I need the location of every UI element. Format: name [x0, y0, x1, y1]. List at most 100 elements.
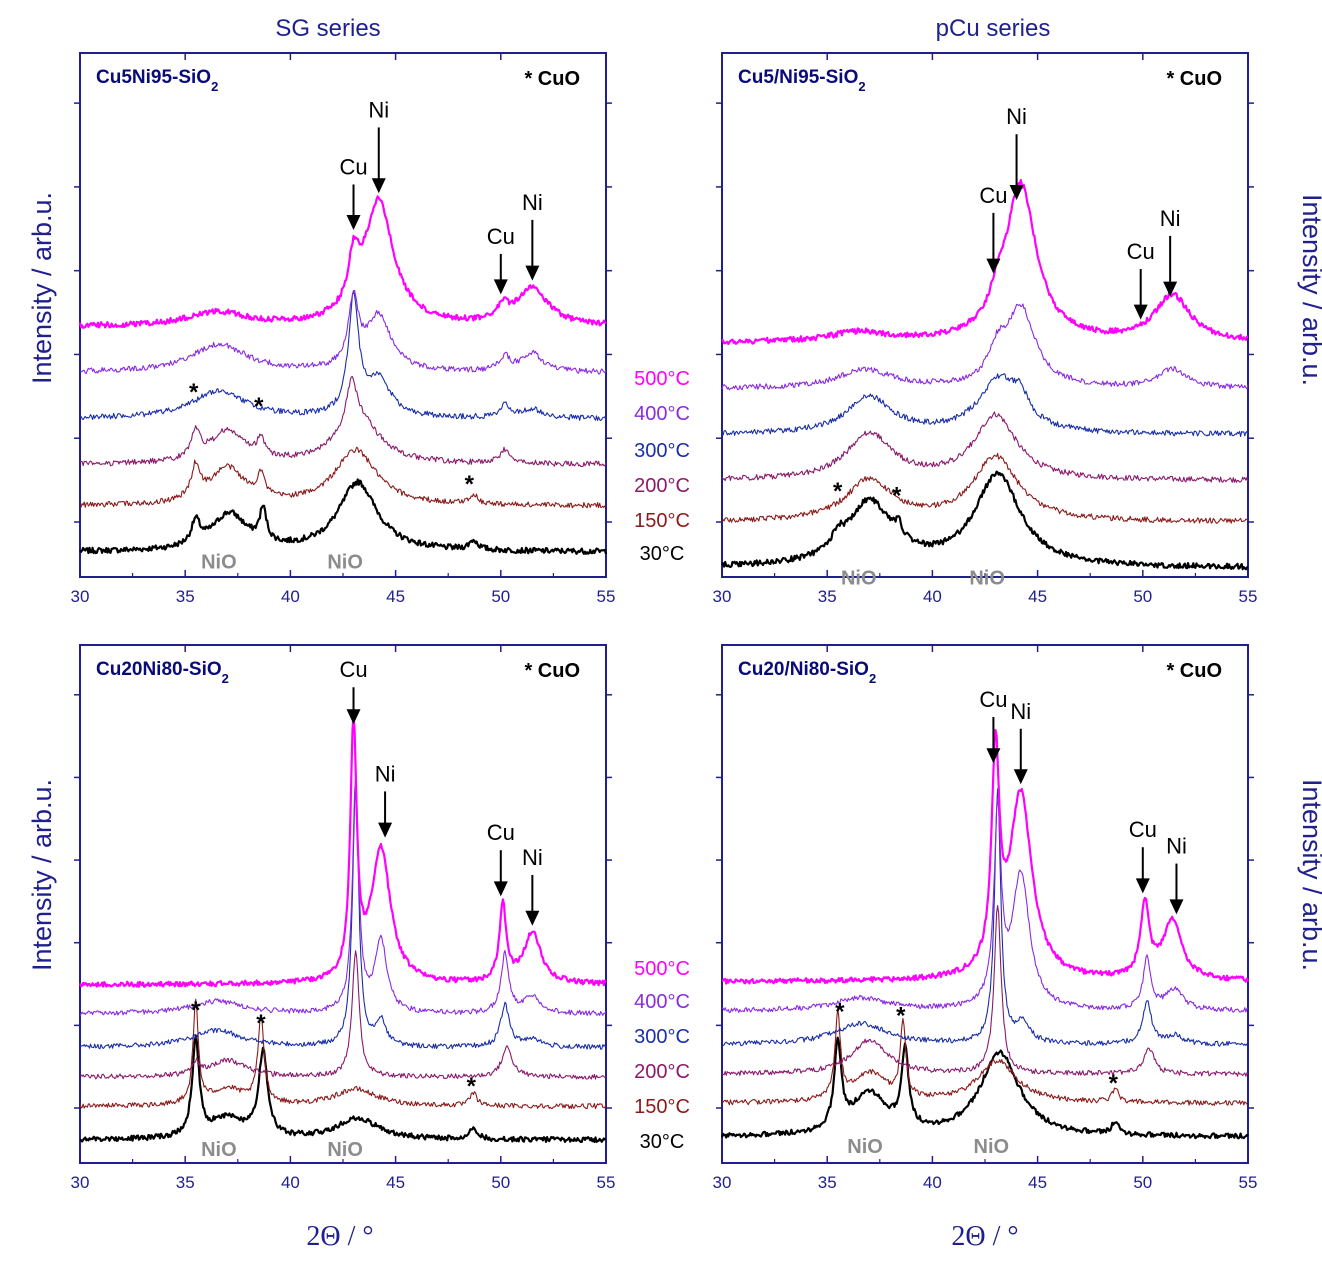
nio-phase-label: NiO [327, 552, 363, 574]
xrd-pattern-150c [721, 452, 1249, 524]
xrd-pattern-150c [79, 446, 607, 509]
x-tick-label: 30 [71, 1173, 90, 1192]
cuo-star-marker: * [465, 471, 475, 498]
nio-phase-label: NiO [974, 1136, 1010, 1158]
temperature-legend-top: 500°C 400°C 300°C 200°C 150°C 30°C [634, 368, 690, 565]
plot-frame [79, 644, 607, 1164]
right-column-title: pCu series [936, 15, 1051, 42]
cuo-star-marker: * [892, 483, 902, 510]
xrd-pattern-30c [79, 478, 608, 555]
cuo-legend-note: * CuO [524, 68, 580, 90]
peak-label-cu: Cu [339, 657, 367, 682]
cuo-star-marker: * [896, 1003, 906, 1030]
peak-label-ni: Ni [522, 190, 543, 215]
cuo-star-marker: * [189, 379, 199, 406]
nio-phase-label: NiO [201, 552, 237, 574]
xrd-pattern-200c [721, 905, 1249, 1077]
nio-phase-label: NiO [201, 1139, 237, 1161]
x-tick-label: 35 [176, 587, 195, 606]
nio-phase-label: NiO [841, 568, 877, 590]
x-tick-label: 35 [818, 587, 837, 606]
xrd-pattern-300c [79, 784, 607, 1050]
cuo-legend-note: * CuO [524, 660, 580, 682]
peak-arrow-head [1133, 304, 1148, 320]
y-axis-label-bottom-right: Intensity / arb.u. [1297, 779, 1322, 971]
peak-label-cu: Cu [487, 820, 515, 845]
x-tick-label: 40 [281, 587, 300, 606]
cuo-legend-note: * CuO [1166, 660, 1222, 682]
xrd-pattern-150c [79, 998, 607, 1110]
panel-title-main: Cu20Ni80-SiO [96, 659, 222, 680]
xrd-pattern-300c [721, 788, 1249, 1047]
peak-label-ni: Ni [1160, 206, 1181, 231]
peak-arrow-head [986, 748, 1001, 764]
panel-title: Cu5Ni95-SiO2 [96, 67, 218, 94]
x-tick-label: 35 [818, 1173, 837, 1192]
temperature-label: 300°C [634, 440, 690, 462]
plot-frame [721, 644, 1249, 1164]
peak-label-ni: Ni [368, 97, 389, 122]
peak-label-cu: Cu [487, 224, 515, 249]
panel-title-subscript: 2 [211, 79, 218, 94]
cuo-star-marker: * [256, 1010, 266, 1037]
peak-label-cu: Cu [1127, 239, 1155, 264]
temperature-legend-bottom: 500°C 400°C 300°C 200°C 150°C 30°C [634, 958, 690, 1153]
panel-title-main: Cu5/Ni95-SiO [738, 67, 858, 88]
xrd-pattern-30c [79, 1034, 607, 1143]
xrd-pattern-400c [79, 289, 607, 375]
peak-arrow-head [525, 265, 540, 281]
left-column-title: SG series [275, 15, 380, 42]
x-tick-label: 40 [923, 587, 942, 606]
peak-label-ni: Ni [522, 845, 543, 870]
panel-title-subscript: 2 [222, 671, 229, 686]
xrd-pattern-400c [721, 303, 1249, 391]
xrd-pattern-500c [78, 195, 607, 329]
peak-arrow-head [346, 709, 361, 725]
x-tick-label: 50 [491, 1173, 510, 1192]
temperature-label: 500°C [634, 958, 690, 980]
temperature-label: 30°C [640, 1131, 685, 1153]
xrd-pattern-300c [79, 290, 607, 422]
nio-phase-label: NiO [327, 1139, 363, 1161]
temperature-label: 30°C [640, 543, 685, 565]
x-tick-label: 50 [491, 587, 510, 606]
panel-title-main: Cu5Ni95-SiO [96, 67, 211, 88]
xrd-pattern-30c [720, 1036, 1249, 1140]
x-tick-label: 30 [713, 587, 732, 606]
cuo-star-marker: * [254, 393, 264, 420]
peak-arrow-head [986, 258, 1001, 274]
nio-phase-label: NiO [847, 1136, 883, 1158]
x-axis-label-right: 2Θ / ° [951, 1221, 1018, 1252]
xrd-pattern-150c [721, 1007, 1249, 1106]
peak-label-ni: Ni [1010, 699, 1031, 724]
peak-arrow-head [1009, 185, 1024, 200]
xrd-pattern-500c [721, 729, 1250, 985]
temperature-label: 150°C [634, 510, 690, 532]
cuo-star-marker: * [1109, 1070, 1119, 1097]
peak-arrow-head [493, 279, 508, 295]
peak-label-ni: Ni [1006, 104, 1027, 129]
panel-cu5ni95-sg: 30 35 40 45 50 55 Cu5Ni95-SiO2 * CuO Cu Ni Cu Ni * * *… [71, 52, 615, 606]
x-tick-label: 55 [597, 1173, 616, 1192]
x-tick-label: 30 [71, 587, 90, 606]
xrd-pattern-200c [79, 376, 607, 468]
x-tick-label: 45 [1028, 587, 1047, 606]
x-tick-label: 40 [281, 1173, 300, 1192]
peak-label-cu: Cu [979, 687, 1007, 712]
peak-label-ni: Ni [1166, 834, 1187, 859]
peak-arrow-head [378, 822, 393, 838]
temperature-label: 400°C [634, 991, 690, 1013]
temperature-label: 300°C [634, 1026, 690, 1048]
panel-title: Cu20Ni80-SiO2 [96, 659, 229, 686]
temperature-label: 150°C [634, 1096, 690, 1118]
x-tick-label: 35 [176, 1173, 195, 1192]
x-tick-label: 55 [1239, 587, 1258, 606]
y-axis-label-bottom-left: Intensity / arb.u. [27, 779, 57, 971]
peak-arrow-head [1013, 769, 1028, 785]
panel-title-main: Cu20/Ni80-SiO [738, 659, 869, 680]
peak-arrow-head [525, 910, 540, 926]
xrd-pattern-200c [79, 950, 607, 1080]
